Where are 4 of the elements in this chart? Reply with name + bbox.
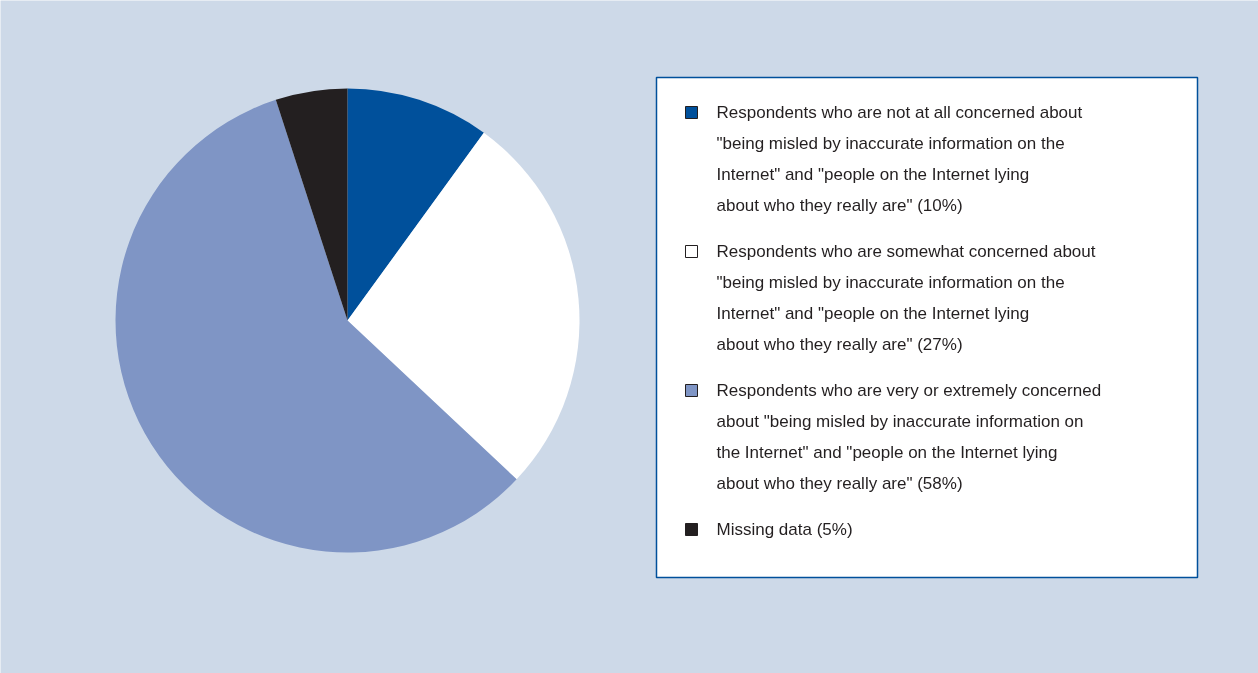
legend-label: Respondents who are not at all concerned about "being misled by inaccurate information on the Internet" and "people on the Internet lying about who they really are" (10%) [716,103,1083,215]
legend-label: Respondents who are somewhat concerned about "being misled by inaccurate information on the Internet" and "people on the Internet lying about who they really are" (27%) [716,242,1096,354]
legend-label: Missing data (5%) [716,520,853,539]
legend-label: Respondents who are very or extremely concerned about "being misled by inaccurate information on the Internet" and "people on the Internet lying about who they really are" (58%) [716,381,1102,493]
